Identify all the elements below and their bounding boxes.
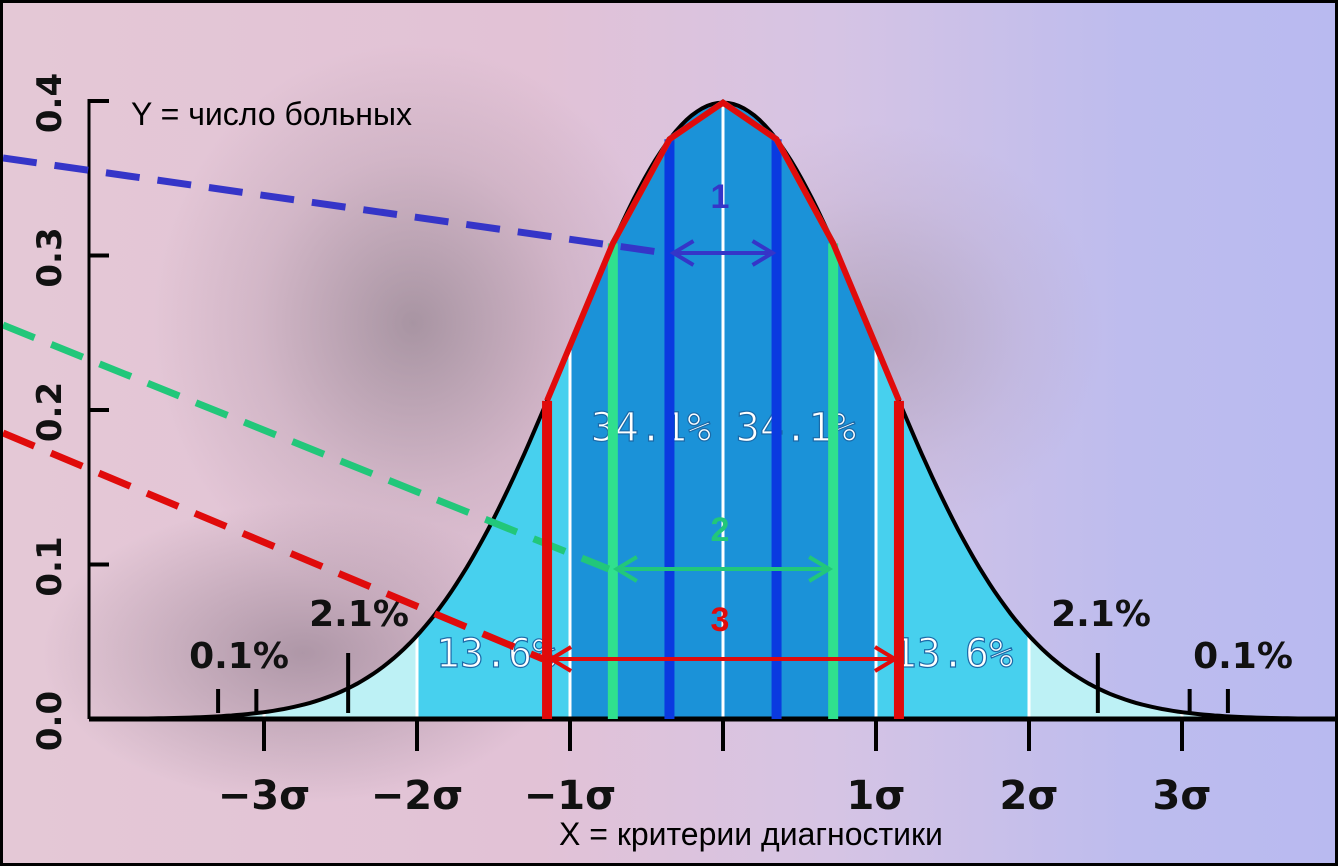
y-axis-label: Y = число больных [131,96,412,132]
percent-label: 2.1% [1051,594,1151,635]
x-tick-label: 3σ [1153,773,1212,819]
region-area-1 [264,635,417,719]
arrow-head-right [808,555,834,583]
y-tick-label: 0.0 [30,691,70,751]
region-area-6 [1029,635,1182,719]
percent-label: 0.1% [189,636,289,677]
interval-polyline [544,98,902,402]
x-tick-label: −3σ [218,773,311,819]
y-tick-label: 0.2 [30,382,70,442]
percent-label: 13.6% [893,631,1013,677]
x-tick-label: −2σ [371,773,464,819]
percent-label: 2.1% [309,594,409,635]
y-tick-label: 0.4 [30,73,70,133]
dashed-leader-line [3,154,666,257]
x-tick-label: −1σ [524,773,617,819]
y-tick-label: 0.1 [30,536,70,596]
arrow-head-right [873,645,899,673]
normal-distribution-chart: 0.0 0.1 0.2 0.3 0.4 −3σ −2σ −1σ 1σ 2σ 3σ 2.1% 13.6%… [3,73,1335,852]
x-tick-label: 1σ [847,773,906,819]
interval-number: 3 [711,601,730,639]
x-tick-label: 2σ [1000,773,1059,819]
interval-number: 2 [711,511,730,549]
x-axis-label: X = критерии диагностики [559,816,943,852]
dashed-leader-line [3,429,545,663]
arrow-head-left [612,555,638,583]
percent-label: 0.1% [1193,636,1293,677]
dashed-leader-line [3,321,611,573]
arrow-head-left [669,239,695,267]
interval-number: 1 [711,178,730,216]
arrow-head-right [751,239,777,267]
y-tick-label: 0.3 [30,227,70,287]
arrow-head-left [547,645,573,673]
